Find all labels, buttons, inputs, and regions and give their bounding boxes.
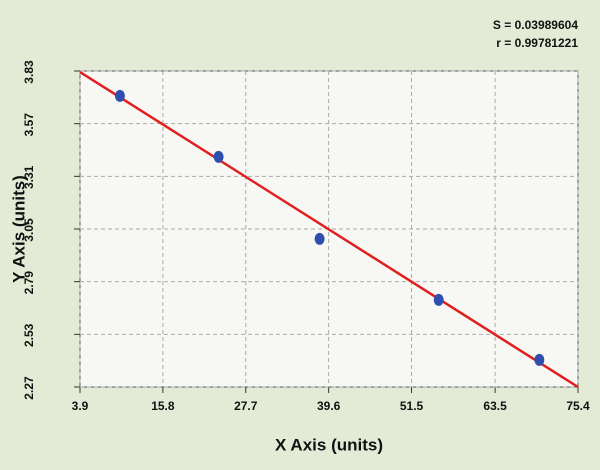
annotation: r = 0.99781221 — [496, 36, 578, 50]
data-point — [213, 150, 224, 163]
y-tick-label: 2.27 — [22, 376, 36, 400]
data-point — [534, 353, 545, 366]
x-tick-label: 51.5 — [400, 399, 424, 413]
x-tick-label: 63.5 — [483, 399, 507, 413]
data-point — [114, 89, 125, 102]
x-tick-label: 39.6 — [317, 399, 341, 413]
y-axis-label: Y Axis (units) — [9, 175, 28, 283]
x-tick-label: 3.9 — [72, 399, 89, 413]
annotation: S = 0.03989604 — [493, 18, 578, 32]
y-tick-label: 3.57 — [22, 113, 36, 137]
y-tick-label: 2.53 — [22, 323, 36, 347]
x-tick-label: 15.8 — [151, 399, 175, 413]
x-tick-label: 75.4 — [566, 399, 590, 413]
y-tick-label: 3.83 — [22, 60, 36, 84]
data-point — [314, 232, 325, 245]
y-tick-label: 2.79 — [22, 271, 36, 295]
y-tick-label: 3.05 — [22, 218, 36, 242]
fit-line — [79, 70, 579, 389]
y-tick-label: 3.31 — [22, 165, 36, 189]
x-tick-label: 27.7 — [234, 399, 258, 413]
x-axis-label: X Axis (units) — [275, 435, 383, 454]
data-point — [433, 293, 444, 306]
